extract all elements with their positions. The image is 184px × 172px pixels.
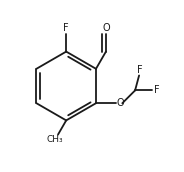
Text: F: F: [154, 85, 160, 95]
Text: O: O: [102, 23, 110, 33]
Text: CH₃: CH₃: [47, 135, 63, 144]
Text: F: F: [137, 65, 143, 75]
Text: O: O: [116, 98, 124, 108]
Text: F: F: [63, 23, 69, 33]
